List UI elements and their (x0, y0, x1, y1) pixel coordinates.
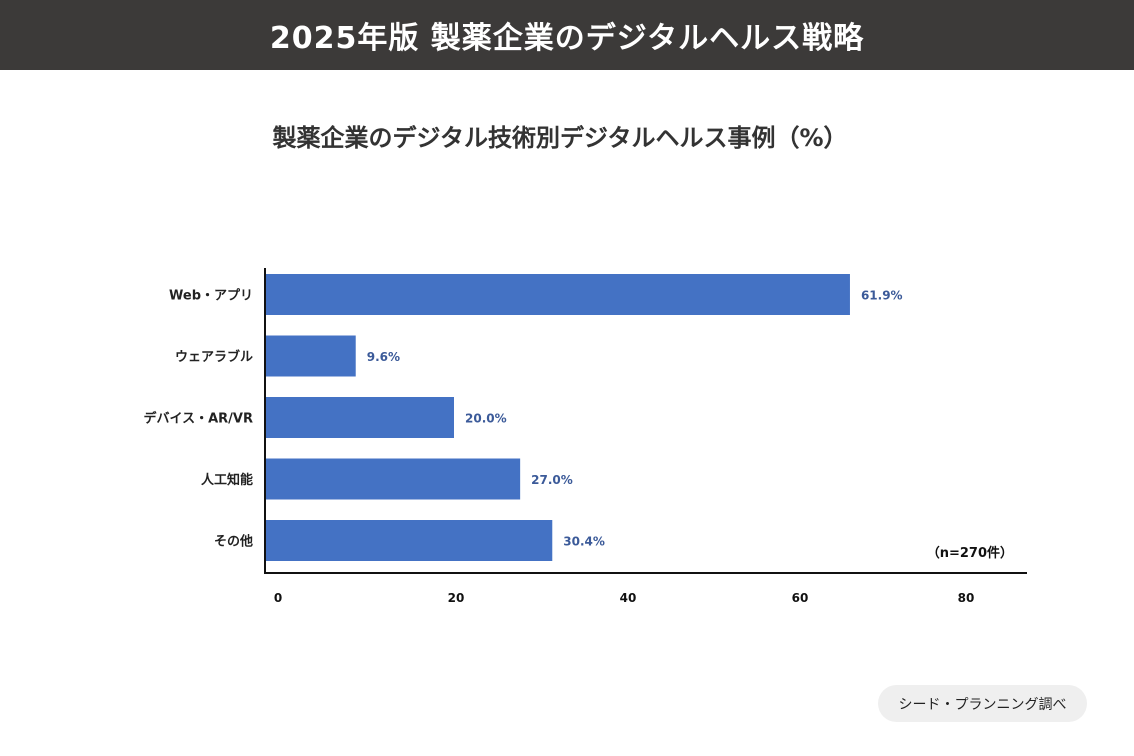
x-tick-label-3: 60 (792, 591, 809, 605)
x-tick-label-4: 80 (958, 591, 975, 605)
chart-title: 製薬企業のデジタル技術別デジタルヘルス事例（%） (272, 124, 848, 152)
data-label-4: 30.4% (563, 535, 605, 549)
bar-1 (265, 335, 356, 377)
data-label-1: 9.6% (367, 350, 400, 364)
category-label-2: デバイス・AR/VR (143, 411, 253, 427)
bar-3 (265, 458, 521, 500)
bar-0 (265, 274, 850, 315)
source-text: シード・プランニング調べ (898, 696, 1067, 713)
category-label-0: Web・アプリ (169, 289, 253, 304)
x-tick-label-2: 40 (620, 591, 637, 605)
page-title: 2025年版 製薬企業のデジタルヘルス戦略 (269, 21, 865, 56)
data-label-2: 20.0% (465, 412, 507, 426)
data-label-3: 27.0% (531, 473, 573, 487)
source-badge: シード・プランニング調べ (878, 685, 1087, 722)
header-bar: 2025年版 製薬企業のデジタルヘルス戦略 (0, 0, 1134, 70)
category-label-4: その他 (214, 534, 253, 550)
data-label-0: 61.9% (861, 289, 903, 303)
sample-size-note: （n=270件） (927, 545, 1013, 561)
bar-4 (265, 520, 553, 561)
x-tick-label-1: 20 (448, 591, 465, 605)
category-label-3: 人工知能 (201, 472, 253, 488)
bar-2 (265, 397, 454, 438)
category-label-1: ウェアラブル (175, 349, 253, 365)
x-tick-label-0: 0 (274, 591, 282, 605)
